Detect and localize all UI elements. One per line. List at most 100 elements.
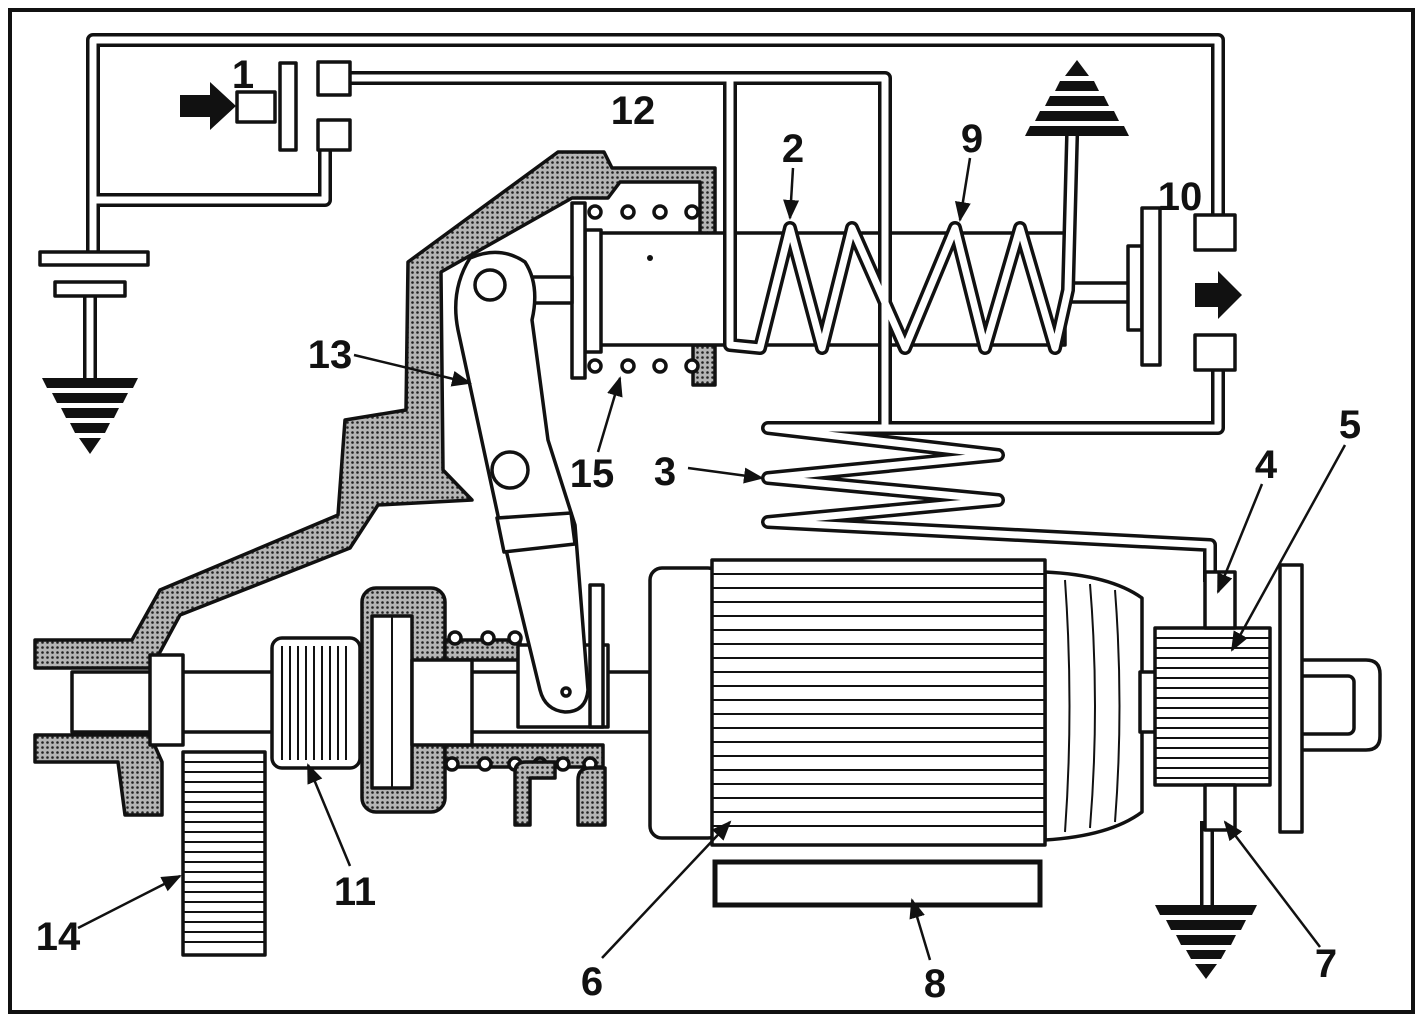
- callout-13: 13: [308, 333, 353, 377]
- ground-bar: [61, 408, 119, 418]
- leader-7: [1223, 820, 1321, 948]
- leader-9: [954, 157, 972, 222]
- lever-band: [495, 511, 577, 554]
- leader-8: [909, 898, 932, 961]
- return-spring: [587, 204, 700, 374]
- ground-bar: [70, 423, 110, 433]
- callout-15: 15: [570, 452, 615, 496]
- ground-bar: [1055, 81, 1099, 91]
- callout-12: 12: [611, 89, 656, 133]
- commutator: [1153, 626, 1272, 787]
- main-contact-lower: [1193, 333, 1237, 372]
- arrow-right-icon: [1195, 271, 1242, 319]
- clutch-driving-sleeve: [410, 658, 474, 747]
- callout-10: 10: [1158, 175, 1203, 219]
- plunger-flange: [570, 201, 587, 380]
- stop-bracket-right: [576, 766, 607, 827]
- switch-contact-lower: [316, 118, 352, 152]
- main-contact-upper: [1193, 213, 1237, 252]
- leader-3: [687, 466, 764, 484]
- main-contacts: [1193, 213, 1242, 372]
- callout-1: 1: [232, 53, 254, 97]
- wire-switch-lower: [89, 146, 329, 204]
- spring-coil: [480, 630, 496, 646]
- lever-top-eye: [473, 268, 507, 302]
- housing-main-band: [33, 150, 717, 670]
- spring-coil: [684, 358, 700, 374]
- callouts: 1 2 3 4 5 6 7 8 9 10 11 12 13 14 15: [36, 53, 1361, 1006]
- switch-push-button: [235, 90, 277, 124]
- leader-4: [1216, 483, 1264, 594]
- spring-coil: [620, 358, 636, 374]
- spring-coil: [477, 756, 493, 772]
- leader-5: [1230, 444, 1347, 652]
- lever-bottom-hole: [560, 686, 572, 698]
- ground-bar: [1155, 905, 1257, 915]
- spring-coil: [652, 204, 668, 220]
- armature-left-end: [648, 566, 722, 840]
- ring-gear-teeth: [183, 761, 265, 943]
- battery-symbol: [38, 250, 150, 298]
- ring-gear: [181, 750, 267, 957]
- ground-bar: [1035, 111, 1119, 121]
- spring-coil: [620, 204, 636, 220]
- battery-short-plate: [53, 280, 127, 298]
- callout-5: 5: [1339, 403, 1361, 447]
- ground-bar: [1025, 126, 1129, 136]
- ground-bar: [42, 378, 138, 388]
- commutator-segments: [1155, 637, 1270, 779]
- leader-11: [306, 763, 352, 867]
- battery-long-plate: [38, 250, 150, 267]
- plunger-head: [583, 228, 603, 354]
- clutch-assembly: [360, 583, 610, 827]
- ground-bar: [1176, 935, 1236, 945]
- wire-winding-b: [764, 364, 1222, 579]
- brush-lower: [1203, 783, 1237, 832]
- housing: [33, 150, 717, 817]
- spring-coil: [652, 358, 668, 374]
- wiring-inner: [86, 36, 1222, 909]
- callout-8: 8: [924, 962, 946, 1006]
- shaft-bushing: [148, 653, 185, 747]
- thrust-washer: [588, 583, 605, 729]
- wire-main-loop: [89, 36, 1222, 259]
- ground-bar: [1045, 96, 1109, 106]
- ground-tip: [1065, 60, 1089, 76]
- ground-bar: [1166, 920, 1246, 930]
- armature-laminations: [712, 573, 1045, 827]
- leader-2: [783, 167, 800, 220]
- ground-icon-left: [42, 378, 138, 454]
- switch-contact-bar: [278, 61, 298, 152]
- pinion-gear: [270, 636, 362, 770]
- spring-coil: [555, 756, 571, 772]
- wire-winding-a: [726, 74, 1076, 352]
- armature-right-winding: [1043, 570, 1144, 842]
- end-plate: [1278, 563, 1304, 834]
- ground-tip: [79, 438, 101, 454]
- leader-14: [77, 874, 182, 930]
- spring-coil: [507, 630, 523, 646]
- contact-disc: [1140, 206, 1162, 367]
- ground-tip: [1195, 964, 1217, 979]
- winding-line: [1114, 589, 1121, 823]
- arrow-right-icon: [180, 82, 236, 130]
- pinion-teeth: [281, 646, 347, 760]
- leader-lines: [77, 157, 1347, 961]
- winding-line: [1089, 583, 1096, 829]
- spring-coil: [684, 204, 700, 220]
- ground-bar: [1186, 950, 1226, 959]
- switch-contact-upper: [316, 60, 352, 97]
- leader-13: [353, 353, 472, 387]
- leader-6: [601, 820, 732, 959]
- brush-upper: [1203, 570, 1237, 630]
- callout-7: 7: [1315, 942, 1337, 986]
- stop-bracket-left: [513, 760, 557, 827]
- lever-pivot: [490, 450, 530, 490]
- armature: [648, 558, 1144, 847]
- ground-bar: [52, 393, 128, 403]
- ground-icon-bottom-right: [1155, 905, 1257, 979]
- callout-4: 4: [1255, 443, 1278, 487]
- callout-9: 9: [961, 117, 983, 161]
- contact-disc-hub: [1126, 244, 1144, 332]
- winding-line: [1064, 579, 1071, 833]
